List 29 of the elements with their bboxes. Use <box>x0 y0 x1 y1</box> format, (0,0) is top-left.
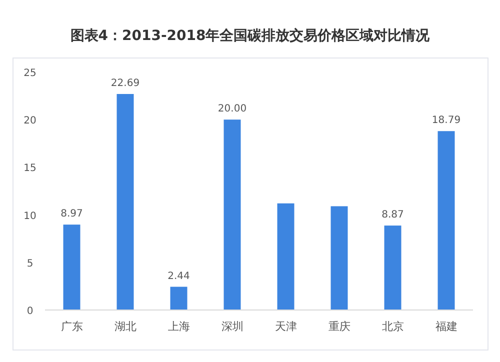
x-tick-label: 深圳 <box>221 320 244 333</box>
data-label: 22.69 <box>110 78 140 89</box>
x-tick-label: 重庆 <box>328 320 350 333</box>
y-tick-label: 5 <box>26 258 34 270</box>
x-tick-label: 湖北 <box>114 320 136 333</box>
bar <box>277 203 294 310</box>
x-tick-label: 福建 <box>435 320 458 333</box>
y-tick-label: 0 <box>26 306 34 317</box>
bar <box>116 94 134 310</box>
y-tick-label: 25 <box>24 68 36 79</box>
x-tick-label: 北京 <box>382 320 404 333</box>
data-label: 8.87 <box>382 210 404 221</box>
data-label: 20.00 <box>218 104 247 115</box>
chart-title: 图表4：2013-2018年全国碳排放交易价格区域对比情况 <box>70 27 431 44</box>
bar <box>384 226 402 310</box>
data-label: 8.97 <box>60 208 83 220</box>
bar <box>224 120 241 310</box>
bar <box>330 206 348 310</box>
bar <box>170 286 188 310</box>
data-label: 2.44 <box>168 270 190 282</box>
y-tick-label: 10 <box>24 210 36 222</box>
bar <box>438 131 455 310</box>
y-tick-label: 20 <box>24 116 36 127</box>
bar <box>63 224 80 310</box>
y-tick-label: 15 <box>24 163 36 174</box>
x-tick-label: 上海 <box>168 320 190 333</box>
x-tick-label: 天津 <box>274 320 297 333</box>
data-label: 18.79 <box>432 115 461 126</box>
x-tick-label: 广东 <box>60 320 83 333</box>
